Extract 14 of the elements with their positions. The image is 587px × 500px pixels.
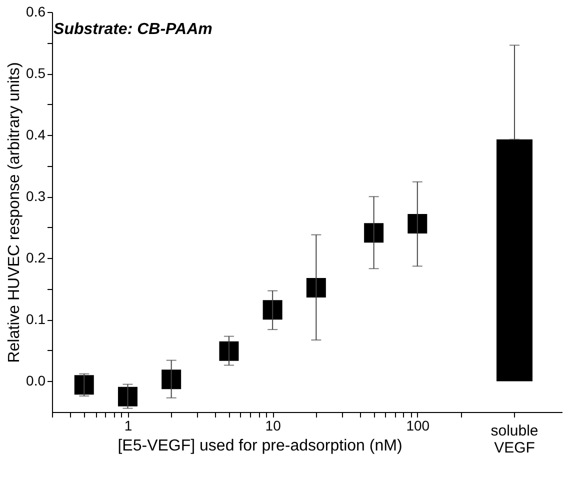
y-axis-title: Relative HUVEC response (arbitrary units) xyxy=(6,62,24,363)
x-tick-label: 1 xyxy=(124,418,132,434)
y-tick-label: 0.4 xyxy=(26,126,46,143)
y-tick-label: 0.6 xyxy=(26,4,46,20)
y-tick-label: 0.3 xyxy=(26,188,46,204)
x-axis-title: [E5-VEGF] used for pre-adsorption (nM) xyxy=(118,438,402,454)
x-tick-label: 10 xyxy=(265,418,282,434)
y-tick-label: 0.0 xyxy=(26,372,46,389)
text: Substrate: CB-PAAm xyxy=(54,21,212,38)
y-tick-label: 0.2 xyxy=(26,250,46,266)
x-tick-label: 100 xyxy=(406,418,430,434)
y-tick-label: 0.5 xyxy=(26,65,46,82)
x-tick-label: soluble VEGF xyxy=(490,422,538,456)
y-tick-label: 0.1 xyxy=(26,311,46,328)
